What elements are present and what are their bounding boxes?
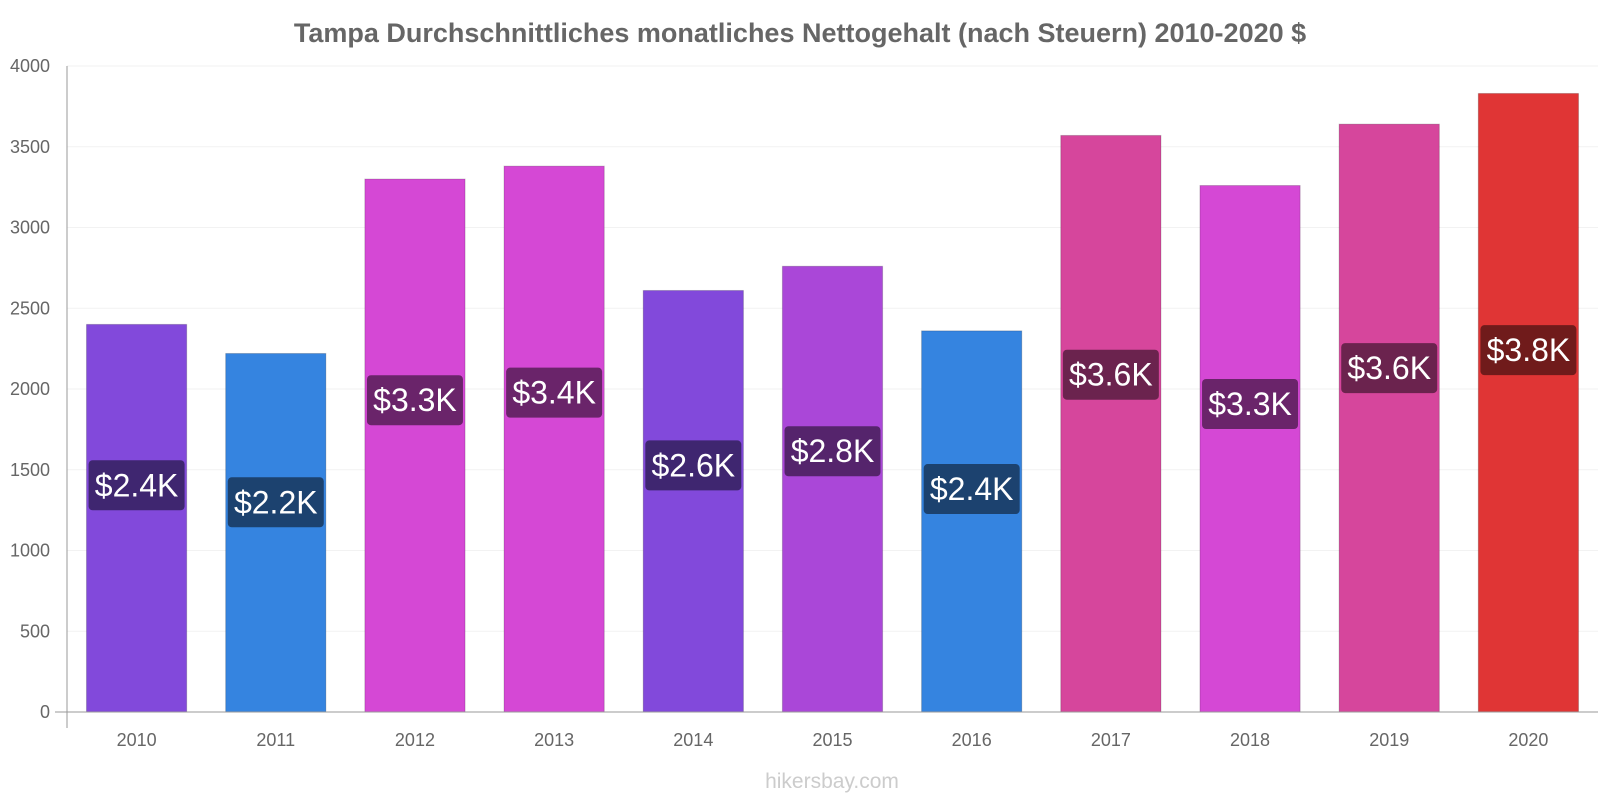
y-tick-label: 4000 (10, 56, 50, 76)
value-label-bg (1480, 325, 1577, 376)
bar-2016 (921, 330, 1023, 713)
y-axis-ticks: 0 500 1000 1500 2000 2500 3000 3500 4000 (10, 56, 50, 722)
value-label-bg (366, 375, 463, 426)
x-axis-ticks: 2010 2011 2012 2013 2014 2015 2016 2017 2018 2019… (117, 730, 1549, 750)
x-tick-label: 2015 (812, 730, 852, 750)
value-label-bg (1202, 379, 1299, 430)
bar-2013 (503, 165, 605, 713)
value-label: $3.6K (1347, 350, 1431, 386)
y-tick-label: 3000 (10, 218, 50, 238)
bar-2011 (225, 352, 327, 713)
value-label: $2.2K (234, 484, 318, 520)
bar-2017 (1060, 134, 1162, 713)
value-label-bg (506, 367, 603, 418)
value-label: $3.4K (512, 375, 596, 411)
x-tick-label: 2019 (1369, 730, 1409, 750)
chart-title: Tampa Durchschnittliches monatliches Net… (294, 18, 1306, 48)
value-label: $2.4K (930, 471, 1014, 507)
value-label: $3.3K (1208, 386, 1292, 422)
bar-2014 (642, 289, 744, 713)
bar-2010 (85, 323, 188, 713)
x-tick-label: 2013 (534, 730, 574, 750)
y-tick-label: 2500 (10, 298, 50, 318)
watermark: hikersbay.com (765, 770, 899, 793)
bar-2015 (781, 265, 884, 713)
x-tick-label: 2012 (395, 730, 435, 750)
value-label-bg (1062, 349, 1159, 400)
bar-2019 (1338, 123, 1440, 713)
value-label: $2.8K (791, 433, 875, 469)
value-label-bg (784, 426, 881, 477)
bar-2012 (364, 178, 466, 713)
y-tick-label: 500 (20, 621, 50, 641)
value-label: $2.4K (95, 467, 179, 503)
bars: $2.4K $2.2K $3.3K $3.4K $2.6K $2.8K $2.4K $3.6K… (85, 92, 1580, 713)
x-tick-label: 2016 (952, 730, 992, 750)
x-tick-label: 2017 (1091, 730, 1131, 750)
value-label-bg (645, 440, 742, 491)
bar-2018 (1199, 185, 1301, 713)
value-label: $3.6K (1069, 357, 1153, 393)
bar-2020 (1477, 92, 1580, 713)
x-tick-label: 2020 (1508, 730, 1548, 750)
y-tick-label: 3500 (10, 137, 50, 157)
value-label-bg (88, 460, 185, 511)
value-label: $3.3K (373, 382, 457, 418)
value-label-bg (1341, 343, 1438, 394)
x-tick-label: 2014 (673, 730, 713, 750)
x-tick-label: 2011 (256, 730, 295, 750)
x-tick-label: 2018 (1230, 730, 1270, 750)
y-tick-label: 1000 (10, 541, 50, 561)
value-label-bg (923, 464, 1020, 515)
y-tick-label: 0 (40, 702, 50, 722)
value-label: $2.6K (652, 447, 736, 483)
value-label-bg (227, 477, 324, 528)
value-label: $3.8K (1487, 332, 1571, 368)
y-tick-label: 2000 (10, 379, 50, 399)
x-tick-label: 2010 (117, 730, 157, 750)
y-tick-label: 1500 (10, 460, 50, 480)
